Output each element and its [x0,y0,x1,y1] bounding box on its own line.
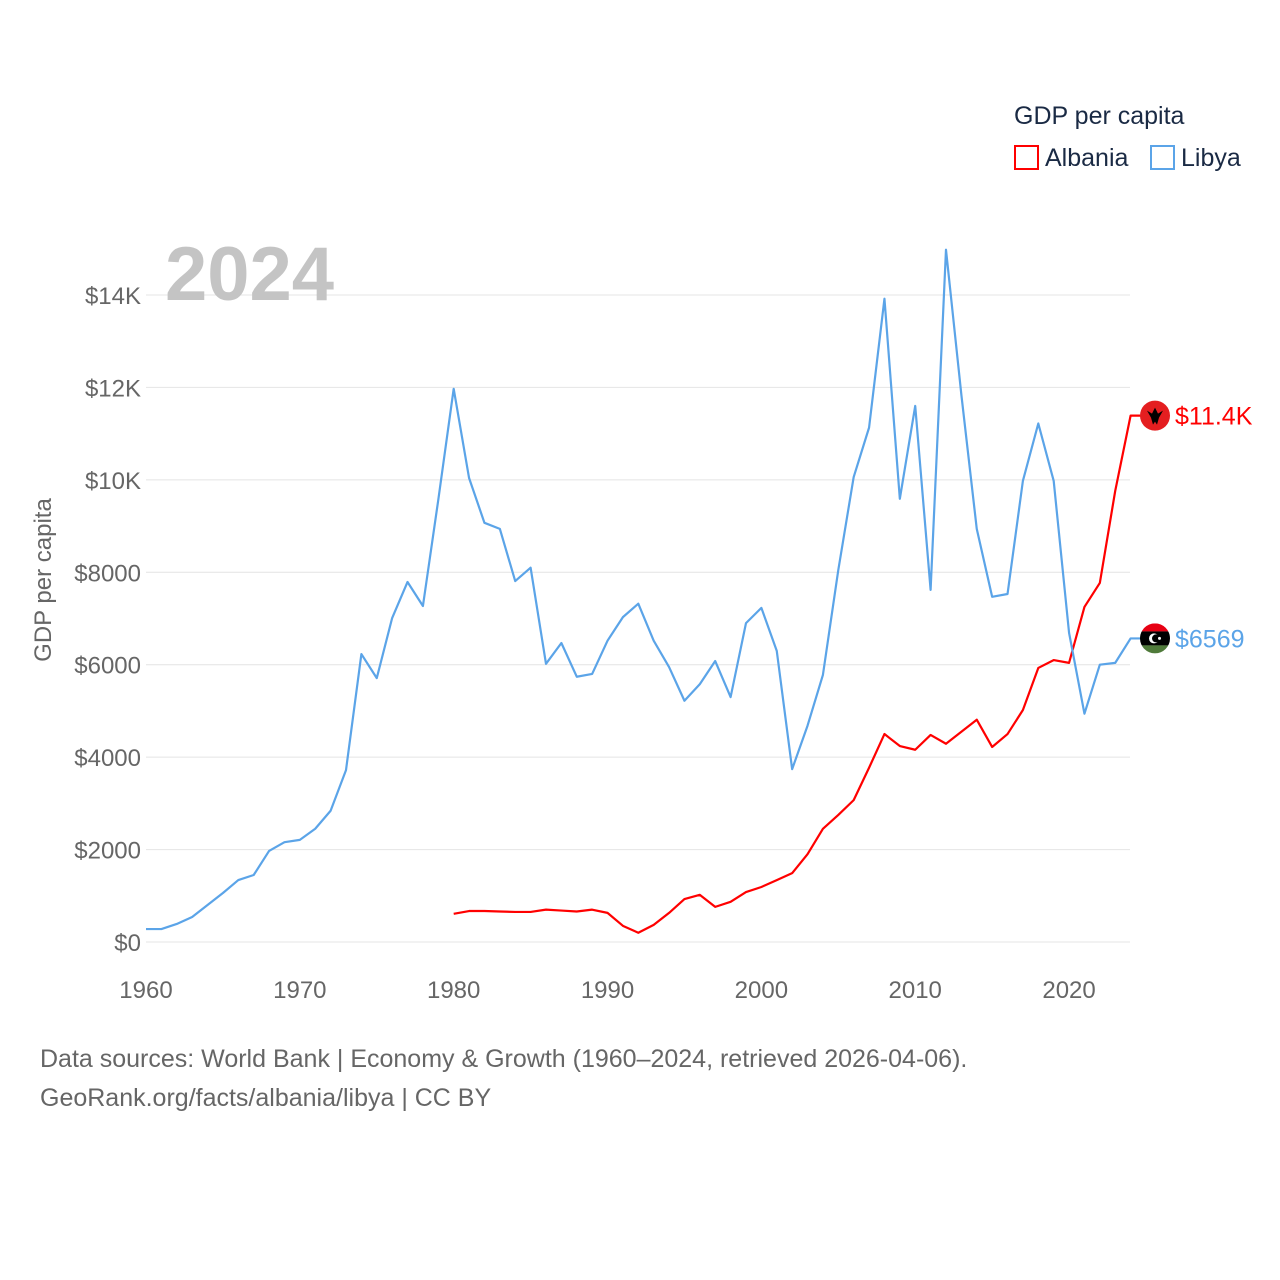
series-line-albania [453,414,1155,934]
y-tick-label: $4000 [74,745,141,772]
legend: GDP per capita Albania Libya [1014,102,1241,172]
x-tick-label: 2000 [735,977,788,1004]
y-tick-label: $8000 [74,560,141,587]
albania-flag-icon [1140,400,1170,431]
end-value-label-albania: $11.4K [1175,403,1253,431]
legend-label-albania[interactable]: Albania [1045,144,1128,172]
x-tick-label: 1980 [427,977,480,1004]
legend-swatch-albania[interactable] [1014,145,1039,170]
source-url-text[interactable]: GeoRank.org/facts/albania/libya | CC BY [40,1084,492,1112]
x-tick-label: 1990 [581,977,634,1004]
series-line-libya [146,248,1155,931]
y-tick-label: $12K [85,375,141,402]
x-tick-label: 1960 [119,977,172,1004]
x-tick-label: 2020 [1042,977,1095,1004]
end-value-label-libya: $6569 [1175,625,1245,653]
legend-title: GDP per capita [1014,102,1185,130]
libya-flag-icon [1140,623,1170,654]
y-tick-label: $0 [114,930,141,957]
year-watermark: 2024 [165,232,334,317]
y-axis-label: GDP per capita [30,498,57,662]
y-tick-label: $10K [85,468,141,495]
legend-swatch-libya[interactable] [1150,145,1175,170]
y-tick-label: $14K [85,283,141,310]
y-tick-label: $2000 [74,838,141,865]
legend-label-libya[interactable]: Libya [1181,144,1241,172]
x-tick-label: 1970 [273,977,326,1004]
x-tick-label: 2010 [889,977,942,1004]
y-tick-label: $6000 [74,653,141,680]
data-source-text: Data sources: World Bank | Economy & Gro… [40,1045,968,1073]
